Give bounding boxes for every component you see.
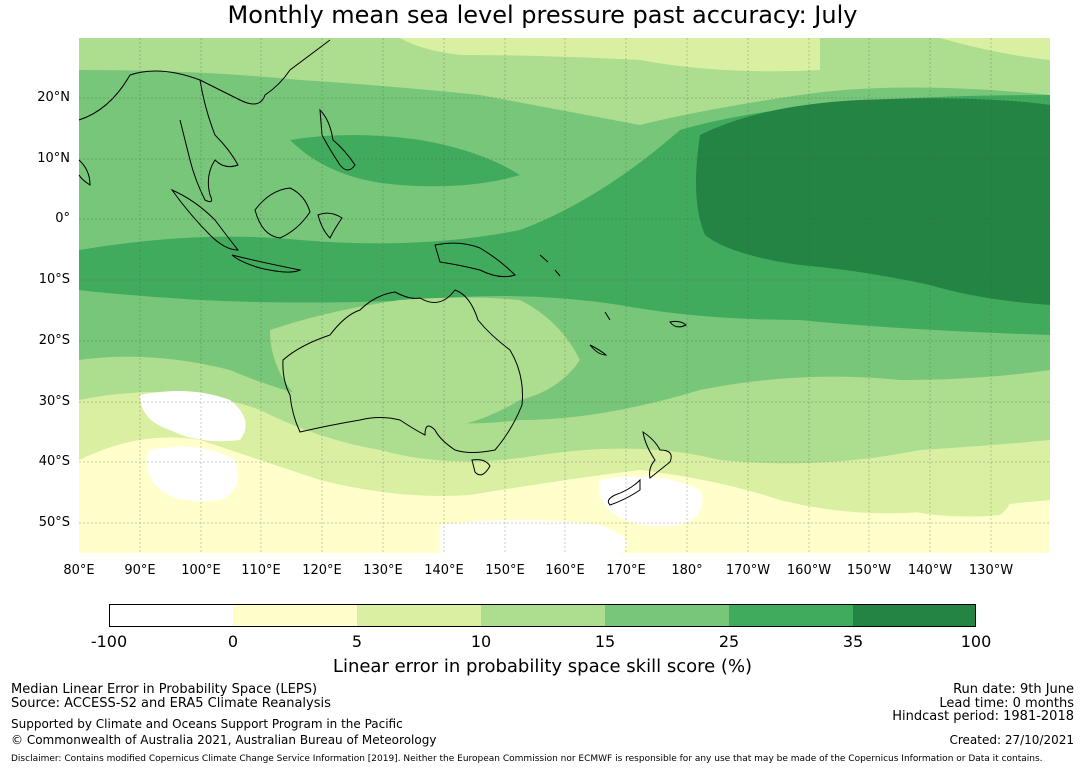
colorbar-tick: 15 — [594, 632, 616, 651]
lon-label: 90°E — [124, 563, 156, 578]
lat-label: 20°S — [38, 333, 70, 348]
colorbar-segment — [233, 604, 357, 627]
lat-label: 40°S — [38, 454, 70, 469]
colorbar-tick: 25 — [718, 632, 740, 651]
lon-label: 180° — [671, 563, 703, 578]
colorbar-tick: 10 — [470, 632, 492, 651]
lon-label: 100°E — [181, 563, 221, 578]
map-region — [146, 446, 238, 502]
lat-label: 0° — [55, 211, 70, 226]
coastline — [231, 254, 302, 273]
lat-label: 10°N — [37, 151, 70, 166]
lon-label: 170°W — [725, 563, 771, 578]
coastline — [539, 254, 611, 321]
coastline — [78, 159, 91, 186]
coastline — [669, 320, 687, 328]
lon-label: 140°W — [907, 563, 953, 578]
colorbar-segment — [853, 604, 976, 627]
coastline — [471, 459, 491, 476]
lead-time: Lead time: 0 months — [939, 696, 1074, 711]
colorbar-segment — [357, 604, 481, 627]
coastline — [642, 430, 672, 479]
lat-label: 30°S — [38, 394, 70, 409]
lon-label: 120°E — [302, 563, 342, 578]
map-region — [887, 477, 1010, 517]
lat-label: 10°S — [38, 272, 70, 287]
colorbar-segment — [481, 604, 605, 627]
footer-source: Source: ACCESS-S2 and ERA5 Climate Reana… — [11, 696, 331, 711]
colorbar-tick: 100 — [960, 632, 992, 651]
lon-label: 160°E — [545, 563, 585, 578]
lon-label: 130°W — [968, 563, 1014, 578]
colorbar-segment — [605, 604, 729, 627]
colorbar-tick: 5 — [351, 632, 363, 651]
coastline — [282, 289, 523, 453]
map-region — [140, 391, 246, 442]
coastline — [254, 187, 311, 239]
colorbar-tick: 35 — [842, 632, 864, 651]
lon-label: 150°E — [485, 563, 525, 578]
lat-label: 20°N — [37, 90, 70, 105]
lat-label: 50°S — [38, 515, 70, 530]
colorbar — [109, 604, 976, 627]
map-region — [940, 38, 1050, 60]
coastline — [434, 242, 516, 278]
run-date: Run date: 9th June — [953, 682, 1074, 697]
coastline — [78, 39, 331, 203]
colorbar-segment — [109, 604, 233, 627]
footer-copyright: © Commonwealth of Australia 2021, Austra… — [11, 733, 437, 747]
map-region — [290, 135, 520, 187]
map-region — [599, 476, 703, 527]
lon-label: 170°E — [606, 563, 646, 578]
colorbar-tick: -100 — [90, 632, 128, 651]
footer-method: Median Linear Error in Probability Space… — [11, 682, 318, 697]
coastline — [607, 478, 641, 506]
coastline — [170, 188, 240, 251]
map-region — [696, 98, 1050, 305]
coastline — [319, 108, 356, 171]
footer-support: Supported by Climate and Oceans Support … — [11, 717, 403, 731]
lon-label: 130°E — [363, 563, 403, 578]
created-date: Created: 27/10/2021 — [949, 733, 1074, 747]
lon-label: 80°E — [63, 563, 95, 578]
lon-label: 150°W — [846, 563, 892, 578]
hindcast-period: Hindcast period: 1981-2018 — [892, 709, 1074, 724]
chart-title: Monthly mean sea level pressure past acc… — [227, 1, 858, 29]
coastline — [589, 344, 608, 356]
map-region — [440, 520, 627, 553]
map-region — [270, 297, 580, 430]
lon-label: 140°E — [424, 563, 464, 578]
lon-label: 110°E — [241, 563, 281, 578]
coastline — [317, 212, 343, 239]
colorbar-segment — [729, 604, 853, 627]
lon-label: 160°W — [786, 563, 832, 578]
disclaimer: Disclaimer: Contains modified Copernicus… — [11, 754, 1043, 764]
colorbar-label: Linear error in probability space skill … — [332, 656, 753, 677]
skill-score-map — [78, 38, 1050, 553]
map-region — [79, 437, 1050, 553]
colorbar-tick: 0 — [227, 632, 239, 651]
